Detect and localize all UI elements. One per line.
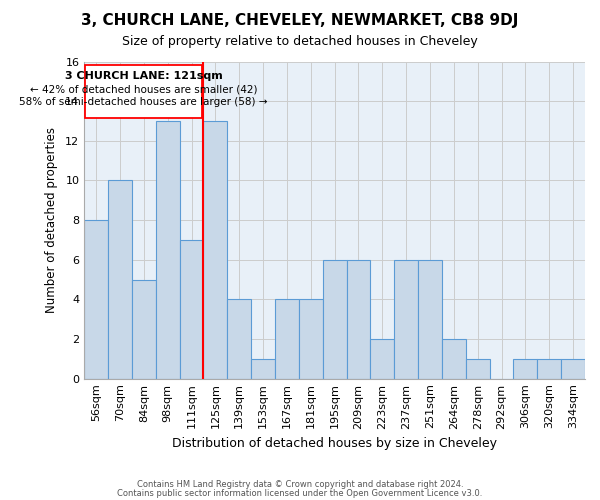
Text: 3, CHURCH LANE, CHEVELEY, NEWMARKET, CB8 9DJ: 3, CHURCH LANE, CHEVELEY, NEWMARKET, CB8… xyxy=(82,12,518,28)
Bar xyxy=(418,260,442,378)
FancyBboxPatch shape xyxy=(85,66,202,118)
Bar xyxy=(514,359,538,378)
Text: Contains public sector information licensed under the Open Government Licence v3: Contains public sector information licen… xyxy=(118,490,482,498)
Bar xyxy=(179,240,203,378)
Bar xyxy=(394,260,418,378)
Bar xyxy=(203,121,227,378)
Text: Contains HM Land Registry data © Crown copyright and database right 2024.: Contains HM Land Registry data © Crown c… xyxy=(137,480,463,489)
Text: 58% of semi-detached houses are larger (58) →: 58% of semi-detached houses are larger (… xyxy=(19,97,268,107)
Bar xyxy=(156,121,179,378)
Bar xyxy=(84,220,108,378)
Bar xyxy=(132,280,156,378)
Bar xyxy=(275,300,299,378)
Text: Size of property relative to detached houses in Cheveley: Size of property relative to detached ho… xyxy=(122,35,478,48)
Bar xyxy=(561,359,585,378)
Bar xyxy=(323,260,347,378)
Y-axis label: Number of detached properties: Number of detached properties xyxy=(45,127,58,313)
Bar xyxy=(227,300,251,378)
Text: ← 42% of detached houses are smaller (42): ← 42% of detached houses are smaller (42… xyxy=(30,84,257,94)
X-axis label: Distribution of detached houses by size in Cheveley: Distribution of detached houses by size … xyxy=(172,437,497,450)
Bar xyxy=(442,339,466,378)
Bar xyxy=(251,359,275,378)
Bar xyxy=(108,180,132,378)
Bar xyxy=(538,359,561,378)
Bar xyxy=(466,359,490,378)
Bar xyxy=(347,260,370,378)
Text: 3 CHURCH LANE: 121sqm: 3 CHURCH LANE: 121sqm xyxy=(65,72,223,82)
Bar xyxy=(299,300,323,378)
Bar xyxy=(370,339,394,378)
